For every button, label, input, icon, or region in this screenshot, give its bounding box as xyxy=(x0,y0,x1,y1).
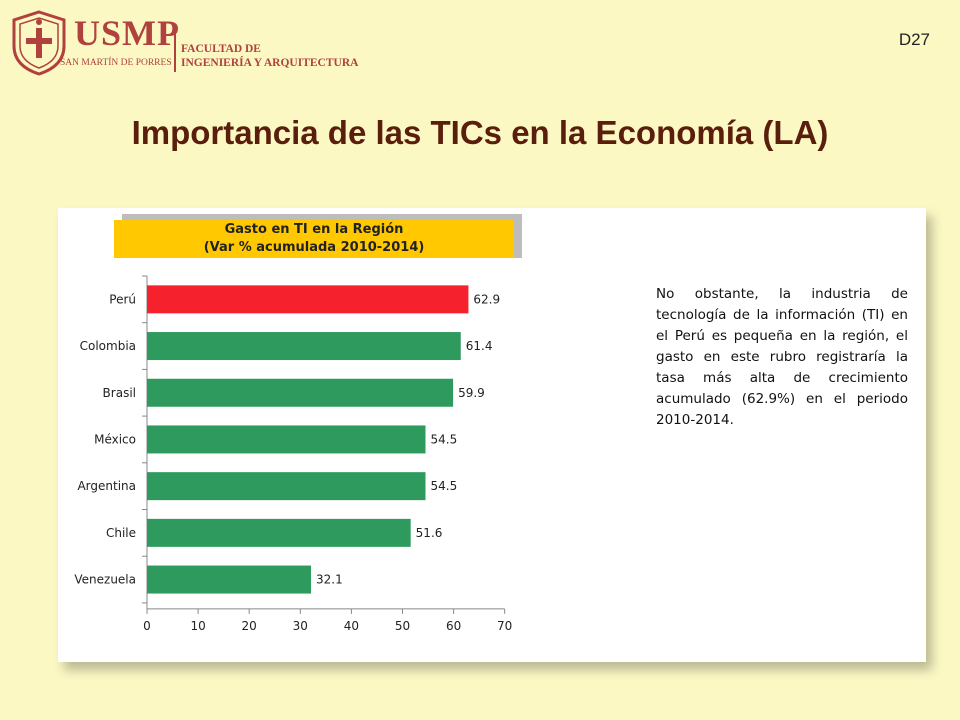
value-label: 32.1 xyxy=(316,573,343,587)
value-label: 62.9 xyxy=(473,292,500,306)
x-tick-label: 40 xyxy=(344,619,359,633)
category-label: Argentina xyxy=(77,479,136,493)
faculty-line-2: INGENIERÍA Y ARQUITECTURA xyxy=(181,57,359,69)
bar-4 xyxy=(147,472,426,501)
bar-2 xyxy=(147,378,454,407)
value-label: 59.9 xyxy=(458,386,485,400)
x-tick-label: 50 xyxy=(395,619,410,633)
x-tick-label: 70 xyxy=(497,619,512,633)
bar-6 xyxy=(147,565,312,594)
x-tick-label: 20 xyxy=(242,619,257,633)
category-label: Chile xyxy=(106,526,136,540)
category-label: Perú xyxy=(109,292,136,306)
chart-title: Gasto en TI en la Región xyxy=(224,222,404,237)
value-label: 54.5 xyxy=(430,432,457,446)
bar-0 xyxy=(147,285,469,314)
category-label: Venezuela xyxy=(74,573,136,587)
bar-1 xyxy=(147,332,461,361)
value-label: 51.6 xyxy=(416,526,443,540)
note-text: No obstante, la industria de tecnología … xyxy=(656,286,908,428)
category-label: Brasil xyxy=(103,386,136,400)
x-tick-label: 10 xyxy=(190,619,205,633)
category-label: Colombia xyxy=(80,339,136,353)
slide-title: Importancia de las TICs en la Economía (… xyxy=(131,114,829,151)
value-label: 61.4 xyxy=(466,339,493,353)
logo-divider xyxy=(174,24,176,72)
faculty-line-1: FACULTAD DE xyxy=(181,43,261,55)
x-tick-label: 30 xyxy=(293,619,308,633)
chart-subtitle: (Var % acumulada 2010-2014) xyxy=(203,240,425,255)
university-seal-icon xyxy=(12,10,66,76)
bar-5 xyxy=(147,518,411,547)
category-label: México xyxy=(94,432,136,446)
bar-3 xyxy=(147,425,426,454)
slide-code: D27 xyxy=(898,30,930,49)
bar-chart: 0 10 20 30 40 50 60 70 Perú 62.9 Colombia 61.4 Brasi… xyxy=(74,275,512,633)
faculty-name: FACULTAD DE INGENIERÍA Y ARQUITECTURA xyxy=(181,42,358,70)
chart-title-box: Gasto en TI en la Región (Var % acumulad… xyxy=(114,220,514,258)
brand-name: USMP xyxy=(74,13,180,53)
value-label: 54.5 xyxy=(430,479,457,493)
x-tick-label: 0 xyxy=(143,619,151,633)
x-tick-label: 60 xyxy=(446,619,461,633)
brand-subtitle: SAN MARTÍN DE PORRES xyxy=(60,58,172,68)
usmp-logo: USMP SAN MARTÍN DE PORRES FACULTAD DE IN… xyxy=(8,10,368,76)
chart-card: Gasto en TI en la Región (Var % acumulad… xyxy=(58,208,926,662)
